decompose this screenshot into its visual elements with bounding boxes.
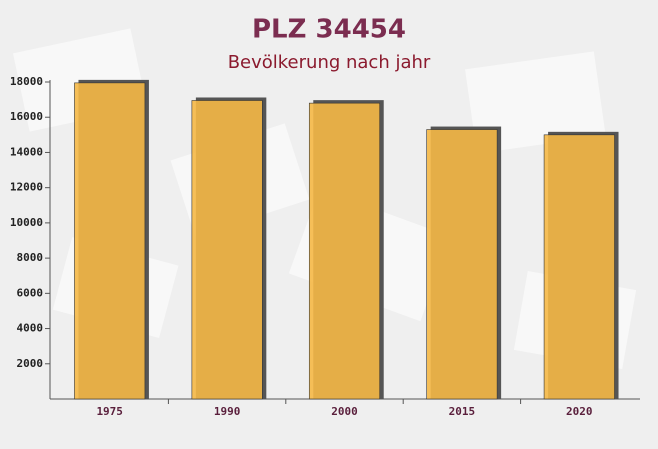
y-tick-label: 4000 <box>17 322 44 335</box>
x-tick-label: 2020 <box>566 405 593 418</box>
y-tick-label: 18000 <box>10 75 43 88</box>
y-tick-label: 16000 <box>10 110 43 123</box>
y-tick-label: 6000 <box>17 286 44 299</box>
bar <box>74 82 146 400</box>
x-tick-label: 1990 <box>214 405 241 418</box>
bar <box>308 102 381 400</box>
bar <box>543 134 615 400</box>
y-tick-label: 8000 <box>17 251 44 264</box>
x-tick-label: 2015 <box>449 405 476 418</box>
bar <box>191 100 263 400</box>
chart-subtitle: Bevölkerung nach jahr <box>228 52 431 73</box>
y-tick-label: 14000 <box>10 145 43 158</box>
y-tick-label: 2000 <box>17 357 44 370</box>
y-tick-label: 10000 <box>10 216 43 229</box>
chart-title: PLZ 34454 <box>252 15 406 45</box>
y-tick-label: 12000 <box>10 181 43 194</box>
x-tick-label: 1975 <box>96 405 123 418</box>
x-tick-label: 2000 <box>331 405 358 418</box>
bar <box>426 129 498 400</box>
